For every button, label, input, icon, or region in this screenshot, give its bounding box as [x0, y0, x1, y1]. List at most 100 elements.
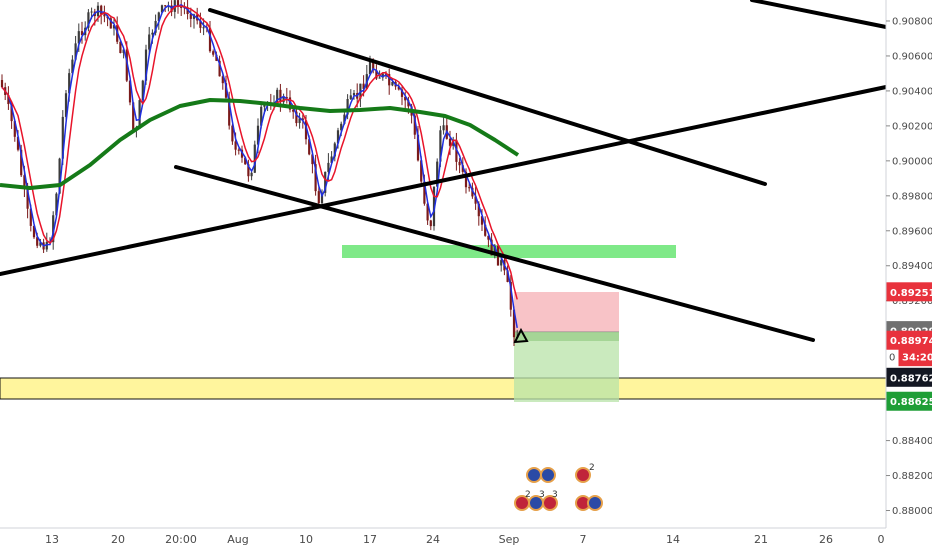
candle-body: [343, 114, 346, 124]
price-label-countdown[interactable]: 34:20 0: [889, 347, 932, 367]
candle-body: [474, 196, 477, 204]
candle-body: [13, 121, 16, 137]
candle-body: [304, 120, 308, 140]
time-tick-label: 20: [111, 533, 125, 546]
candle-body: [429, 220, 432, 227]
event-icon-uk[interactable]: 2: [575, 463, 595, 483]
candle-body: [336, 130, 340, 144]
price-label-bg: [886, 282, 932, 302]
candle-body: [448, 138, 452, 146]
candle-body: [212, 51, 215, 55]
event-badge-count: 2: [525, 490, 531, 500]
candle-body: [458, 161, 461, 166]
trendline-top-right[interactable]: [750, 0, 888, 29]
candle-body: [154, 20, 157, 33]
time-tick-label: 21: [754, 533, 768, 546]
candle-body: [468, 187, 471, 189]
candle-body: [391, 81, 394, 86]
candle-body: [144, 49, 148, 81]
candle-body: [327, 162, 330, 172]
candle-body: [285, 97, 288, 99]
candle-body: [55, 193, 58, 216]
time-tick-label: Sep: [499, 533, 520, 546]
candle-body: [7, 94, 10, 105]
candle-body: [208, 27, 212, 52]
candle-body: [231, 125, 234, 142]
candle-body: [263, 104, 266, 107]
candle-body: [128, 80, 132, 103]
candle-body: [368, 61, 372, 75]
price-label-last-price[interactable]: 0.88974: [886, 330, 932, 350]
fast-moving-average: [1, 3, 518, 329]
candle-body: [26, 187, 29, 209]
event-icon-eu[interactable]: [526, 467, 556, 483]
trendline-lower-channel[interactable]: [174, 165, 815, 342]
price-label-take-profit[interactable]: 0.88625: [886, 391, 932, 411]
candle-body: [432, 186, 436, 227]
candle-body: [464, 171, 468, 188]
candle-body: [202, 27, 205, 29]
candle-body: [240, 149, 244, 158]
time-tick-label: 0: [878, 533, 885, 546]
trendlines[interactable]: [0, 0, 888, 344]
candle-body: [199, 20, 202, 28]
candle-body: [439, 130, 442, 162]
time-axis-background: [0, 528, 932, 550]
candle-body: [461, 165, 464, 172]
price-label-zone-top[interactable]: 0.88762: [886, 367, 932, 387]
candle-body: [157, 12, 160, 21]
candle-body: [320, 192, 324, 204]
candle-body: [416, 134, 420, 161]
candle-body: [490, 239, 493, 256]
candle-body: [314, 164, 317, 192]
candle-body: [477, 203, 480, 217]
time-axis[interactable]: 13 20 20:00 Aug 10 17 24 Sep 7 14 21 26 0: [0, 527, 932, 550]
candle-body: [346, 99, 349, 115]
trendline-upper-channel[interactable]: [208, 8, 767, 186]
short-position-tool[interactable]: [514, 292, 619, 402]
candle-body: [253, 144, 256, 173]
candle-body: [132, 102, 135, 130]
candle-body: [32, 225, 36, 238]
candle-body: [164, 5, 167, 7]
price-tick-label: 0.88000: [892, 506, 932, 517]
trendline-rising-support[interactable]: [0, 85, 888, 276]
trend-arrow-marker: [513, 327, 529, 344]
candle-body: [298, 118, 301, 124]
price-label-stop-loss[interactable]: 0.89251: [886, 282, 932, 302]
candle-body: [52, 215, 55, 243]
candle-body: [228, 97, 231, 126]
candle-body: [484, 224, 487, 236]
candle-body: [500, 260, 503, 266]
candle-body: [413, 115, 416, 135]
candle-body: [420, 160, 423, 182]
resistance-zone[interactable]: [342, 245, 676, 258]
support-zone[interactable]: [0, 377, 887, 400]
price-label-text: 0.88762: [890, 373, 932, 384]
candle-body: [109, 18, 112, 29]
price-label-text: 0.88974: [890, 336, 932, 347]
mid-moving-average: [1, 5, 518, 300]
candle-body: [423, 181, 426, 204]
candle-body: [71, 59, 74, 74]
candle-body: [64, 93, 68, 117]
candle-body: [493, 245, 496, 256]
time-tick-label: 7: [580, 533, 587, 546]
candle-body: [362, 83, 365, 89]
price-axis[interactable]: 0.90800 0.90600 0.90400 0.90200 0.90000 0.898…: [885, 0, 932, 550]
candle-body: [509, 281, 512, 310]
candle-body: [388, 74, 391, 86]
candle-body: [58, 158, 61, 194]
candle-body: [276, 89, 279, 104]
event-icon-row-2[interactable]: 2 3 3: [514, 490, 603, 511]
event-badge-count: 3: [539, 490, 545, 500]
candle-body: [148, 34, 151, 50]
candle-body: [138, 100, 141, 129]
economic-events[interactable]: 2 2 3 3: [514, 463, 603, 511]
price-tick-label: 0.90000: [892, 156, 932, 167]
candle-body: [404, 96, 407, 101]
candle-body: [122, 49, 125, 54]
candle-body: [292, 109, 295, 112]
